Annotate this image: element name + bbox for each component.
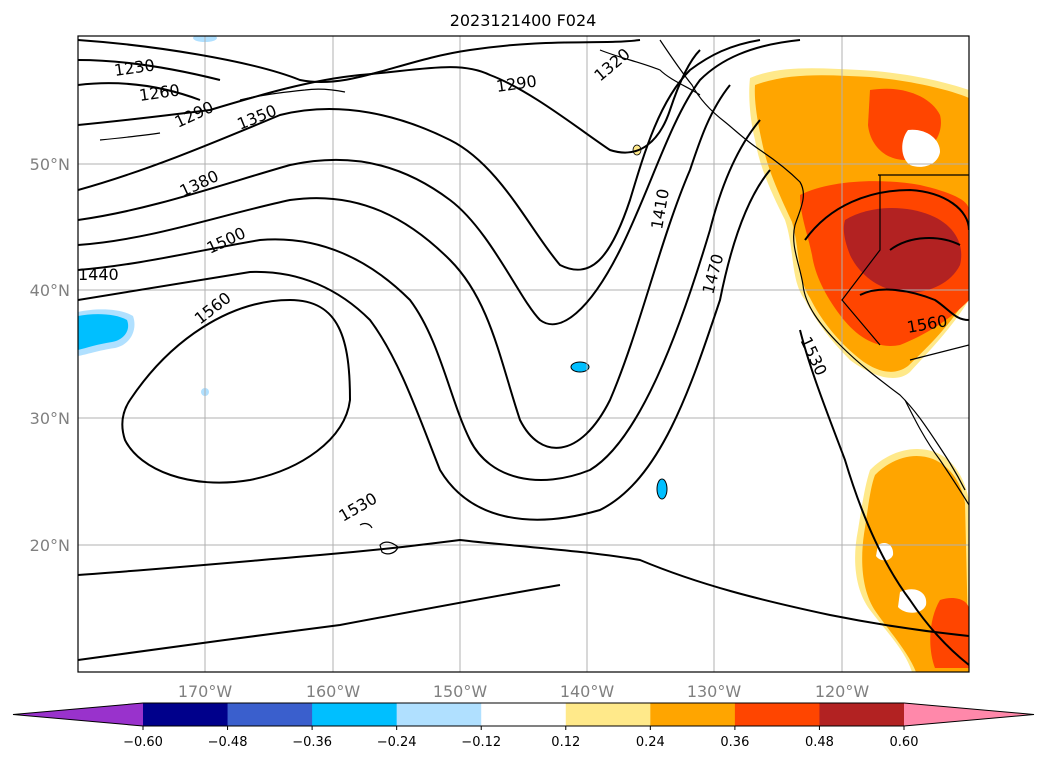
lon-labels: 170°W 160°W 150°W 140°W 130°W 120°W xyxy=(178,682,870,701)
colorbar-tick-label: 0.12 xyxy=(551,735,580,750)
contour-1230 xyxy=(78,59,221,81)
lon-label-130w: 130°W xyxy=(687,682,742,701)
contour-label-1440: 1440 xyxy=(78,265,119,284)
lat-label-40n: 40°N xyxy=(30,281,70,300)
coastline-pacific-na xyxy=(659,39,966,491)
colorbar-bin xyxy=(143,703,229,726)
colorbar-tick-label: 0.36 xyxy=(720,735,749,750)
contour-1440 xyxy=(78,119,761,481)
coastline-aleutians-west xyxy=(99,132,161,141)
colorbar-bin xyxy=(819,703,905,726)
contour-1560-south xyxy=(78,584,561,661)
lon-label-120w: 120°W xyxy=(815,682,870,701)
colorbar-tick-label: 0.48 xyxy=(805,735,834,750)
lat-labels: 50°N 40°N 30°N 20°N xyxy=(30,155,70,555)
colorbar-tick-label: −0.60 xyxy=(123,735,163,750)
colorbar-tick-label: 0.24 xyxy=(636,735,665,750)
colorbar-bin xyxy=(481,703,567,726)
colorbar-bin xyxy=(227,703,313,726)
hawaii-west xyxy=(359,522,373,529)
contour-east-north-3 xyxy=(859,288,969,321)
contour-east-north-1 xyxy=(804,188,969,241)
colorbar-bin xyxy=(650,703,736,726)
contour-1470 xyxy=(78,169,771,521)
colorbar-tick-label: 0.60 xyxy=(890,735,919,750)
colorbar: −0.60 −0.48 −0.36 −0.24 −0.12 0.12 0.24 0.36 0.4… xyxy=(12,702,1035,750)
lat-label-20n: 20°N xyxy=(30,536,70,555)
border-us-mexico xyxy=(909,344,969,361)
colorbar-bin xyxy=(734,703,820,726)
contour-1560-east xyxy=(799,329,969,666)
colorbar-tick-label: −0.12 xyxy=(461,735,501,750)
border-states xyxy=(841,175,881,346)
contour-east-north-2 xyxy=(889,237,961,251)
lon-label-160w: 160°W xyxy=(306,682,361,701)
contour-1290-north xyxy=(78,39,641,84)
anomaly-hole-south-2 xyxy=(898,589,927,613)
contour-1260 xyxy=(78,82,201,101)
neg-anomaly-small-2 xyxy=(656,478,668,500)
contour-1410 xyxy=(78,84,731,449)
baja-coast xyxy=(904,399,969,506)
contour-1560-high xyxy=(121,298,352,484)
neg-anomaly-small-1 xyxy=(570,361,590,373)
colorbar-bin xyxy=(565,703,651,726)
colorbar-bin xyxy=(312,703,398,726)
lon-label-150w: 150°W xyxy=(433,682,488,701)
graticule xyxy=(78,36,969,672)
coastlines xyxy=(99,39,969,555)
colorbar-extend-max xyxy=(904,703,1034,726)
coastline-alaska-gulf xyxy=(599,49,701,96)
map-layers: 1230 1260 1290 1290 1320 1350 1380 1410 … xyxy=(78,36,969,672)
map-title: 2023121400 F024 xyxy=(450,11,597,30)
lon-label-170w: 170°W xyxy=(178,682,233,701)
contour-1530 xyxy=(78,538,969,637)
colorbar-tick-label: −0.24 xyxy=(377,735,417,750)
colorbar-tick-label: −0.36 xyxy=(292,735,332,750)
anomaly-area-dark-red xyxy=(843,208,962,293)
colorbar-bin xyxy=(396,703,482,726)
lat-label-50n: 50°N xyxy=(30,155,70,174)
anomaly-hole xyxy=(902,129,940,167)
contour-1290 xyxy=(78,49,701,154)
anomaly-hole-south-1 xyxy=(876,543,894,561)
lat-label-30n: 30°N xyxy=(30,409,70,428)
lon-label-140w: 140°W xyxy=(560,682,615,701)
map-frame xyxy=(77,35,970,673)
contour-1350 xyxy=(78,39,761,271)
contour-1380 xyxy=(78,39,801,326)
neg-anomaly-deep-blue xyxy=(78,314,129,350)
colorbar-tick-label: −0.48 xyxy=(208,735,248,750)
height-contours xyxy=(78,39,969,666)
colorbar-extend-min xyxy=(13,703,143,726)
